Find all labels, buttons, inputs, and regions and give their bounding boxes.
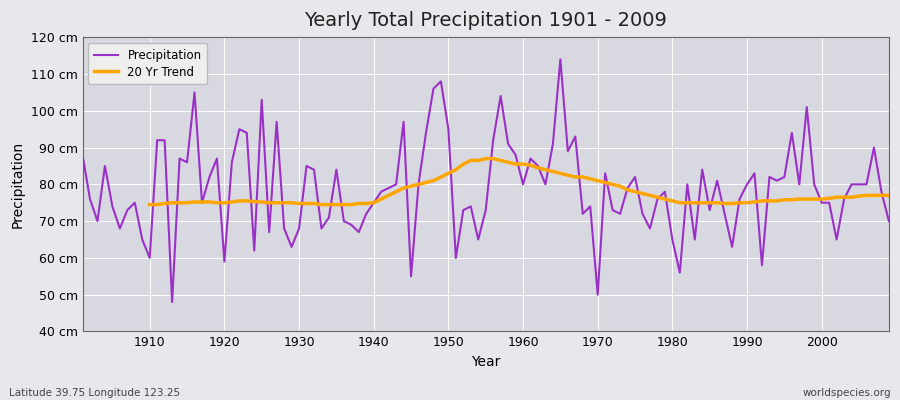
Text: Latitude 39.75 Longitude 123.25: Latitude 39.75 Longitude 123.25 (9, 388, 180, 398)
Precipitation (622, 186, 633, 190)
20 Yr Trend (316, 202, 327, 207)
Precipitation (77, 152, 88, 157)
Title: Yearly Total Precipitation 1901 - 2009: Yearly Total Precipitation 1901 - 2009 (304, 11, 667, 30)
20 Yr Trend (592, 178, 603, 183)
20 Yr Trend (853, 194, 864, 198)
20 Yr Trend (144, 202, 155, 207)
Precipitation (137, 237, 148, 242)
Precipitation (309, 167, 320, 172)
20 Yr Trend (884, 193, 895, 198)
20 Yr Trend (832, 195, 842, 200)
X-axis label: Year: Year (471, 355, 500, 369)
20 Yr Trend (286, 200, 297, 205)
Precipitation (354, 230, 364, 234)
Precipitation (884, 219, 895, 224)
Line: Precipitation: Precipitation (83, 59, 889, 302)
20 Yr Trend (481, 156, 491, 161)
Precipitation (166, 300, 177, 304)
Line: 20 Yr Trend: 20 Yr Trend (149, 159, 889, 204)
Precipitation (525, 156, 535, 161)
Y-axis label: Precipitation: Precipitation (11, 141, 25, 228)
Precipitation (555, 57, 566, 62)
20 Yr Trend (533, 165, 544, 170)
Legend: Precipitation, 20 Yr Trend: Precipitation, 20 Yr Trend (88, 43, 207, 84)
Text: worldspecies.org: worldspecies.org (803, 388, 891, 398)
Precipitation (518, 182, 528, 187)
